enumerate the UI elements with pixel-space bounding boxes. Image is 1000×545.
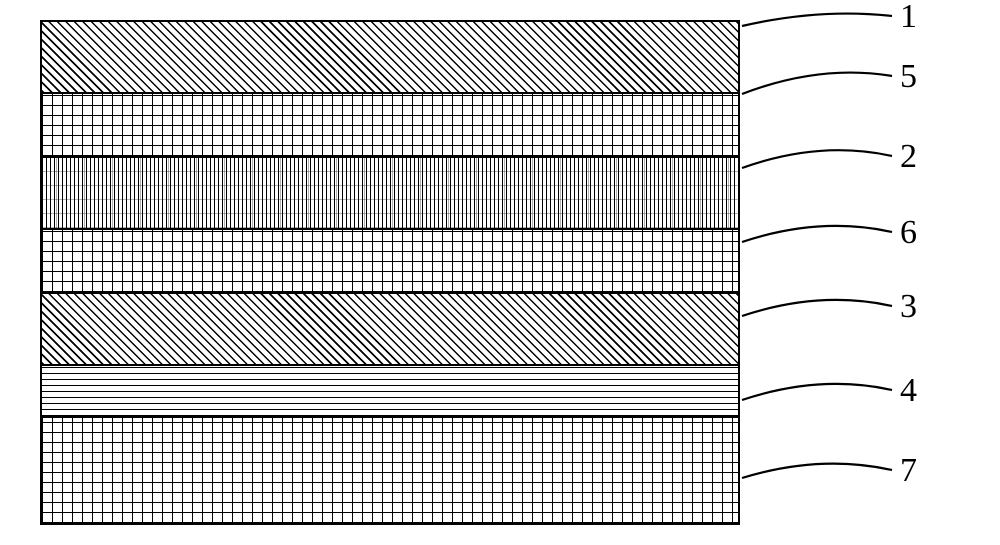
lead-3-icon <box>742 300 892 316</box>
lead-2-icon <box>742 150 892 168</box>
lead-1-icon <box>742 14 892 26</box>
layer-cross-section-figure: 1 5 2 6 3 4 7 <box>0 0 1000 545</box>
lead-4-icon <box>742 384 892 400</box>
lead-7-icon <box>742 464 892 478</box>
lead-6-icon <box>742 226 892 242</box>
lead-5-icon <box>742 73 892 94</box>
callout-svg <box>0 0 1000 545</box>
